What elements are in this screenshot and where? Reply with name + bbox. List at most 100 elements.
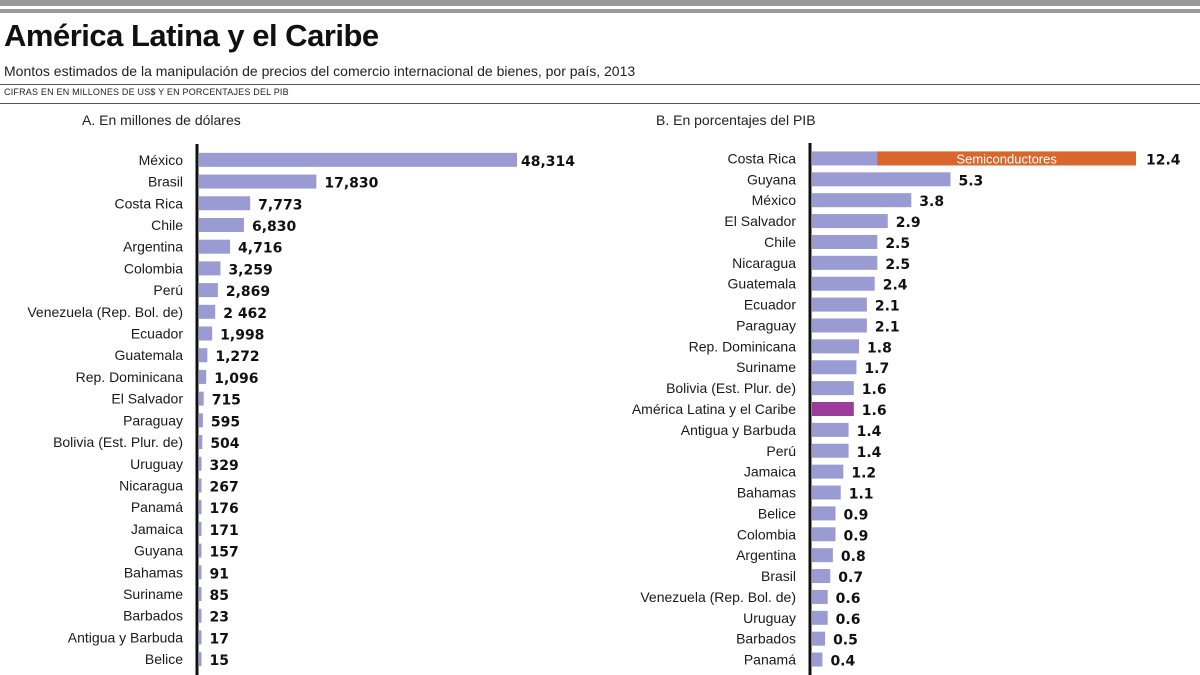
category-label: Panamá [131, 499, 183, 515]
bar [812, 485, 841, 500]
category-label: Perú [153, 282, 183, 298]
bar [812, 527, 836, 542]
bar [199, 456, 202, 471]
category-label: Bahamas [124, 564, 183, 580]
value-label: 4,716 [238, 241, 282, 257]
category-label: Bolivia (Est. Plur. de) [666, 380, 796, 396]
value-label: 2.9 [896, 215, 921, 231]
category-label: América Latina y el Caribe [632, 401, 796, 417]
bar [199, 174, 317, 189]
value-label: 1.4 [857, 424, 882, 440]
category-label: México [752, 192, 797, 208]
category-label: Rep. Dominicana [689, 338, 797, 354]
category-label: Rep. Dominicana [76, 369, 184, 385]
category-label: Suriname [123, 586, 183, 602]
bar [199, 217, 244, 232]
category-label: Guatemala [115, 347, 184, 363]
category-label: Jamaica [744, 464, 796, 480]
units-divider-top [0, 84, 1200, 85]
value-label: 176 [210, 501, 239, 517]
bar [812, 381, 854, 396]
value-label: 3,259 [228, 262, 272, 278]
category-label: Nicaragua [119, 477, 183, 493]
bar [812, 297, 867, 312]
category-label: El Salvador [724, 213, 796, 229]
bar [812, 276, 875, 291]
value-label: 23 [210, 610, 229, 626]
bar [812, 589, 828, 604]
value-label: 1.1 [849, 487, 874, 503]
category-label: Colombia [124, 260, 183, 276]
value-label: 12.4 [1146, 152, 1181, 168]
category-label: Argentina [736, 547, 796, 563]
category-label: Perú [766, 443, 796, 459]
highlight-bar [812, 402, 854, 416]
value-label: 0.8 [841, 549, 866, 565]
category-label: Jamaica [131, 521, 183, 537]
bar [199, 152, 517, 167]
category-label: Guyana [747, 171, 796, 187]
bar [812, 506, 836, 521]
category-label: Argentina [123, 239, 183, 255]
bar [812, 464, 844, 479]
value-label: 0.9 [844, 528, 869, 544]
bar [812, 360, 857, 375]
value-label: 1,096 [214, 371, 258, 387]
value-label: 15 [210, 653, 229, 669]
chart-title: América Latina y el Caribe [4, 18, 379, 53]
top-rule-thin [0, 9, 1200, 13]
bar [199, 652, 202, 667]
value-label: 2.4 [883, 278, 908, 294]
value-label: 5.3 [958, 173, 983, 189]
value-label: 715 [212, 393, 241, 409]
value-label: 1.4 [857, 445, 882, 461]
category-label: Chile [764, 234, 796, 250]
category-label: Ecuador [744, 297, 796, 313]
value-label: 0.6 [836, 591, 861, 607]
bar [812, 610, 828, 625]
annotation-segment [877, 151, 1136, 166]
value-label: 91 [210, 566, 229, 582]
value-label: 0.5 [833, 633, 858, 649]
bar [812, 652, 823, 667]
value-label: 2.1 [875, 299, 900, 315]
category-label: Barbados [123, 608, 183, 624]
bar [199, 608, 202, 623]
value-label: 2 462 [223, 306, 267, 322]
bar [812, 422, 849, 437]
bar [199, 391, 204, 406]
bar [199, 413, 203, 428]
bar [812, 339, 860, 354]
top-rule-thick [0, 0, 1200, 6]
bar [199, 261, 221, 276]
bar [199, 196, 251, 211]
value-label: 7,773 [258, 197, 302, 213]
bar [199, 435, 203, 450]
value-label: 1.6 [862, 403, 887, 419]
bar [199, 304, 216, 319]
category-label: Costa Rica [115, 195, 184, 211]
bar [812, 193, 912, 208]
bar [812, 172, 951, 187]
category-label: Colombia [737, 526, 796, 542]
value-label: 1.2 [851, 466, 876, 482]
category-label: México [139, 152, 184, 168]
value-label: 48,314 [521, 154, 575, 170]
category-label: Venezuela (Rep. Bol. de) [27, 304, 183, 320]
bar [199, 283, 218, 298]
bar [812, 234, 878, 249]
value-label: 2.1 [875, 319, 900, 335]
chart-subtitle: Montos estimados de la manipulación de p… [4, 63, 636, 79]
bar [199, 348, 208, 363]
units-divider-bottom [0, 103, 1200, 104]
value-label: 595 [211, 414, 240, 430]
category-label: Paraguay [736, 317, 796, 333]
category-label: Nicaragua [732, 255, 796, 271]
value-label: 2.5 [885, 257, 910, 273]
value-label: 17 [210, 631, 229, 647]
value-label: 17,830 [324, 176, 378, 192]
bar [199, 369, 207, 384]
category-label: Paraguay [123, 412, 183, 428]
category-label: Costa Rica [728, 150, 797, 166]
